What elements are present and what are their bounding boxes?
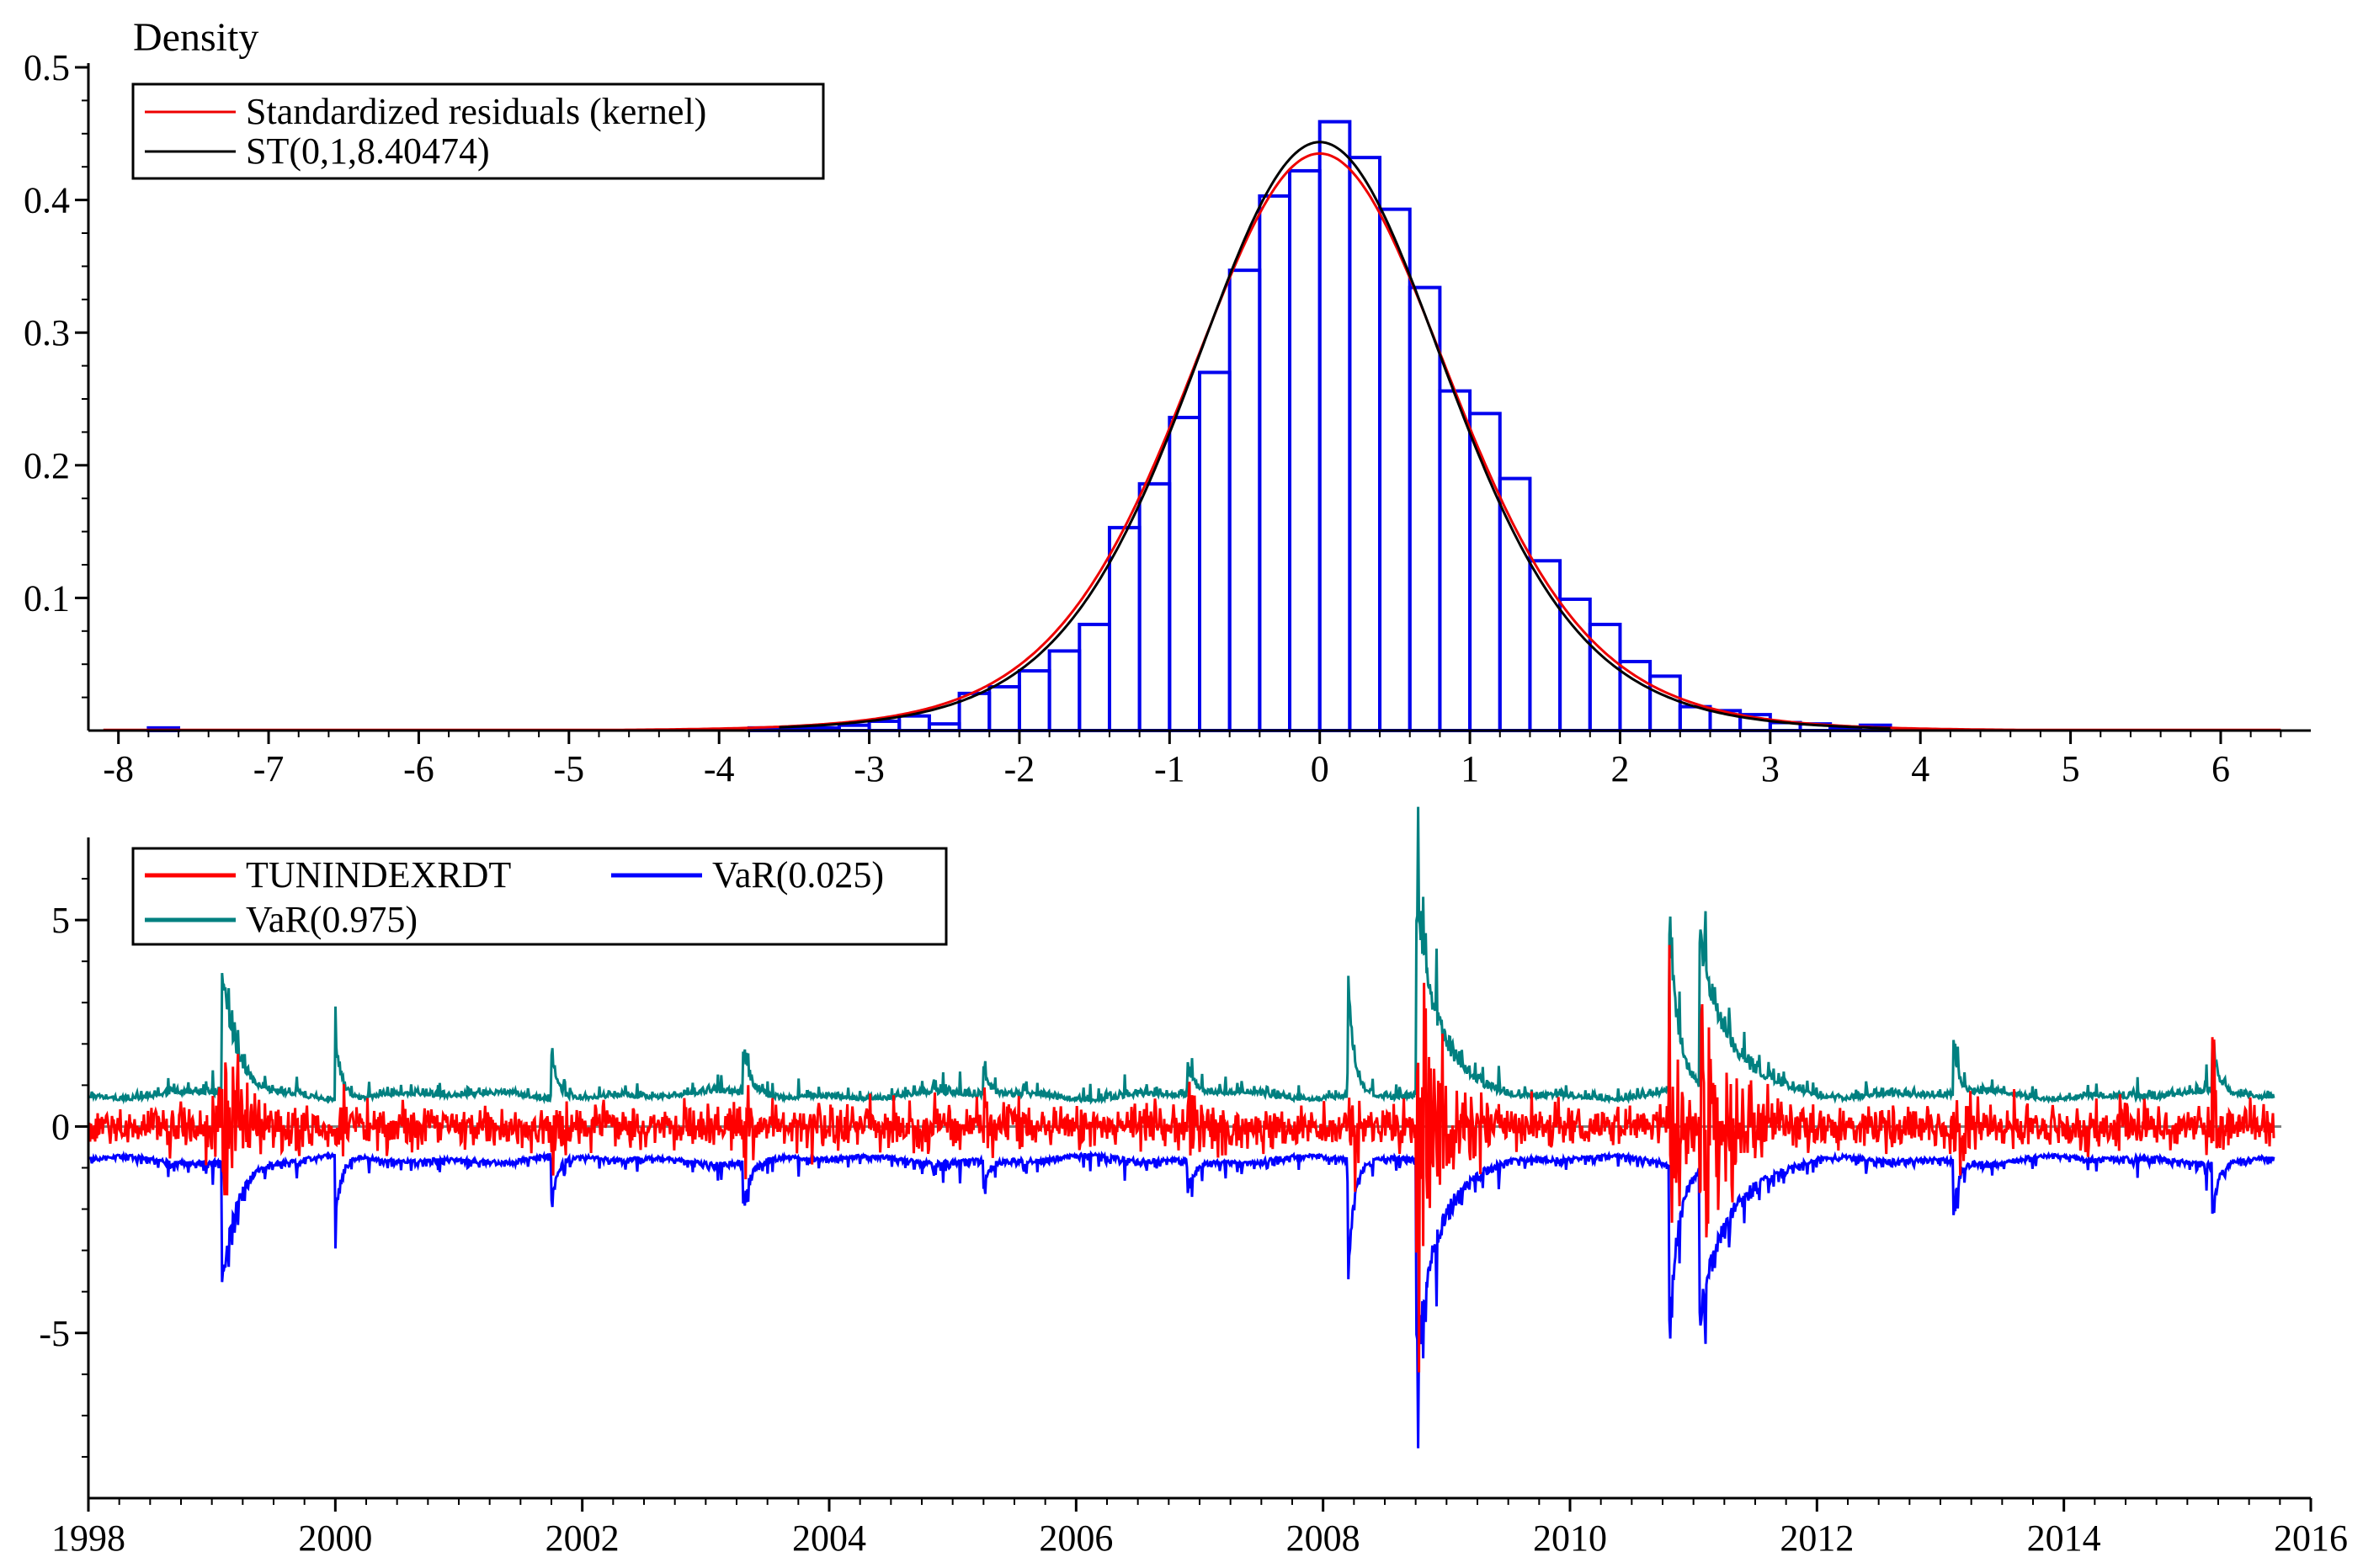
y-tick-label: 0.3 xyxy=(24,312,70,353)
histogram-bar xyxy=(1348,156,1382,732)
x-tick-label: 1 xyxy=(1461,748,1479,789)
histogram-bar xyxy=(867,719,902,733)
density-curve xyxy=(779,141,1891,730)
x-tick-label: 2014 xyxy=(2027,1518,2101,1559)
x-tick-label: -4 xyxy=(704,748,735,789)
histogram-bar xyxy=(1017,669,1051,733)
legend-label-var-0025: VaR(0.025) xyxy=(712,854,884,896)
y-tick-label: -5 xyxy=(39,1313,70,1354)
histogram-bar xyxy=(1047,649,1082,732)
density-chart: Density -8 -7 -6 -5 -4 -3 -2 -1 0 1 2 3 4 5 6 0.1 0.2 0.3… xyxy=(24,15,2311,789)
histogram-bar xyxy=(1438,389,1472,732)
x-tick-label: -6 xyxy=(403,748,434,789)
x-tick-label: -7 xyxy=(253,748,285,789)
histogram-bars xyxy=(146,120,1892,733)
y-axis-title: Density xyxy=(133,15,258,60)
x-tick-label: -5 xyxy=(553,748,584,789)
y-tick-label: 0 xyxy=(51,1106,70,1147)
x-tick-label: 2 xyxy=(1610,748,1629,789)
histogram-bar xyxy=(1408,285,1442,732)
histogram-bar xyxy=(1588,622,1622,732)
legend-label-st: ST(0,1,8.40474) xyxy=(246,130,490,172)
legend-box xyxy=(131,82,825,180)
y-tick-label: 5 xyxy=(51,900,70,941)
histogram-bar xyxy=(1198,370,1232,732)
x-tick-label: 2016 xyxy=(2274,1518,2348,1559)
histogram-bar xyxy=(1317,120,1352,732)
axes: 1998 2000 2002 2004 2006 2008 2010 2012 2014 2016… xyxy=(39,837,2348,1559)
x-tick-label: 3 xyxy=(1761,748,1780,789)
x-tick-label: 0 xyxy=(1311,748,1329,789)
x-tick-label: -3 xyxy=(854,748,885,789)
x-tick-label: 2000 xyxy=(298,1518,372,1559)
x-tick-label: -2 xyxy=(1004,748,1035,789)
series-line-var-0025 xyxy=(88,1150,2275,1448)
y-tick-label: 0.2 xyxy=(24,445,70,486)
var-chart: 1998 2000 2002 2004 2006 2008 2010 2012 2014 2016… xyxy=(39,806,2348,1559)
histogram-bar xyxy=(1378,207,1412,732)
histogram-bar xyxy=(1618,660,1653,732)
histogram-bar xyxy=(897,714,931,733)
x-tick-label: 5 xyxy=(2062,748,2080,789)
legend-label-var-0975: VaR(0.975) xyxy=(246,899,418,940)
axes: -8 -7 -6 -5 -4 -3 -2 -1 0 1 2 3 4 5 6 0.1 0.2 0.3 0.4 0.5 xyxy=(24,47,2311,789)
legend-label-tunindexrdt: TUNINDEXRDT xyxy=(246,854,511,896)
histogram-bar xyxy=(1168,416,1202,732)
x-tick-label: 2008 xyxy=(1286,1518,1360,1559)
density-curves xyxy=(103,141,2281,731)
x-tick-label: 2012 xyxy=(1780,1518,1854,1559)
histogram-bar xyxy=(1648,674,1682,732)
series-lines xyxy=(87,806,2275,1448)
histogram-bar xyxy=(1288,168,1322,733)
histogram-bar xyxy=(987,684,1021,733)
legend-label-kernel: Standardized residuals (kernel) xyxy=(246,91,706,132)
series-line-var-0975 xyxy=(88,806,2275,1105)
x-tick-label: 2002 xyxy=(546,1518,620,1559)
x-tick-label: 2006 xyxy=(1039,1518,1113,1559)
y-tick-label: 0.1 xyxy=(24,577,70,619)
histogram-bar xyxy=(1258,194,1292,732)
x-tick-label: 1998 xyxy=(51,1518,125,1559)
legend: Standardized residuals (kernel) ST(0,1,8… xyxy=(131,82,825,180)
x-tick-label: 2010 xyxy=(1533,1518,1607,1559)
histogram-bar xyxy=(1137,481,1172,732)
legend: TUNINDEXRDT VaR(0.025) VaR(0.975) xyxy=(131,847,948,946)
x-tick-label: 6 xyxy=(2211,748,2230,789)
density-curve xyxy=(103,151,2281,731)
legend-box xyxy=(131,847,948,946)
histogram-bar xyxy=(1227,268,1262,732)
histogram-bar xyxy=(1078,622,1111,732)
y-tick-label: 0.5 xyxy=(24,47,70,88)
series-line-tunindexrdt xyxy=(87,944,2275,1373)
x-tick-label: -1 xyxy=(1154,748,1185,789)
x-tick-label: -8 xyxy=(103,748,134,789)
x-tick-label: 2004 xyxy=(792,1518,866,1559)
y-tick-label: 0.4 xyxy=(24,180,70,221)
histogram-bar xyxy=(1107,525,1142,733)
histogram-bar xyxy=(1558,597,1592,733)
x-tick-label: 4 xyxy=(1911,748,1929,789)
